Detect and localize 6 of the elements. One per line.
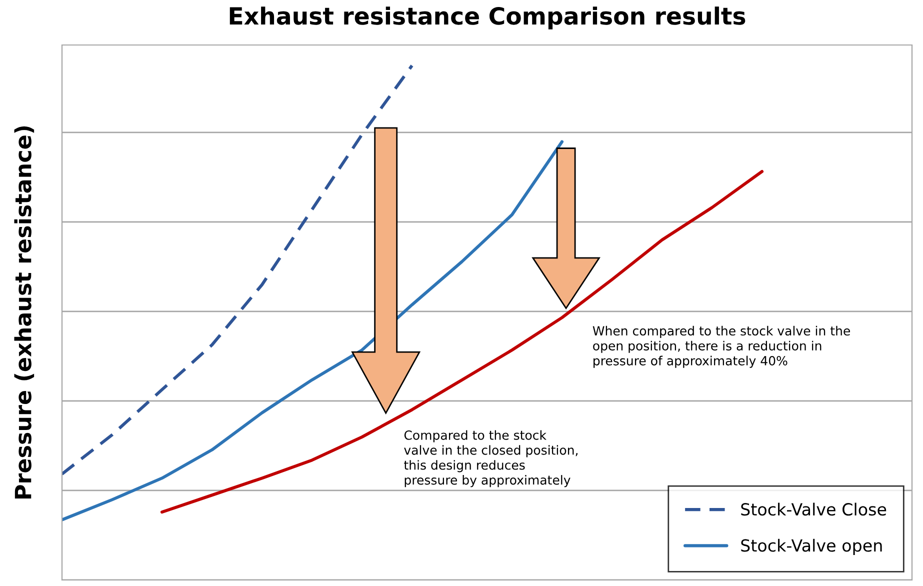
annotation: Compared to the stock valve in the closed position, this design reduces pressure by approximately xyxy=(404,430,578,488)
y-axis-title: Pressure (exhaust resistance) xyxy=(14,126,34,498)
annotation: When compared to the stock valve in the open position, there is a reduction in pressure of approximately 40% xyxy=(592,326,850,368)
chart-title: Exhaust resistance Comparison results xyxy=(230,6,746,30)
legend-label: Stock-Valve Close xyxy=(741,502,886,516)
legend-label: Stock-Valve open xyxy=(741,538,882,555)
